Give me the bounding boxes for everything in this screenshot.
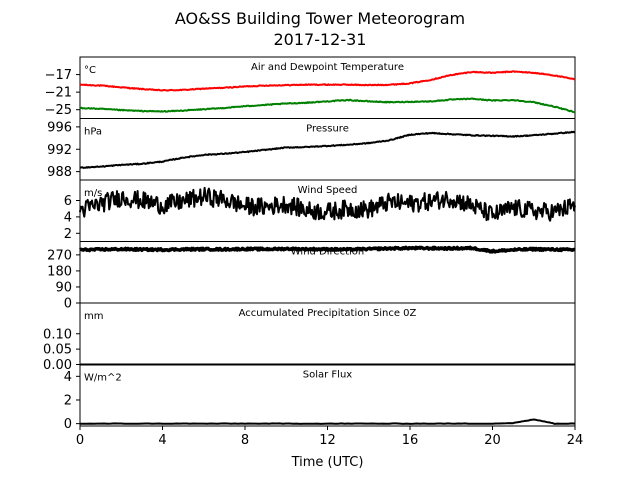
ytick-label: 988 bbox=[47, 165, 72, 180]
series-line-1-0 bbox=[79, 130, 576, 169]
xtick-label: 20 bbox=[484, 433, 501, 448]
panel-unit-label: hPa bbox=[84, 127, 102, 138]
ytick-label: 180 bbox=[47, 264, 72, 279]
ytick-label: 996 bbox=[47, 120, 72, 135]
series-line-3-0 bbox=[79, 245, 576, 254]
panel-title: Accumulated Precipitation Since 0Z bbox=[239, 308, 417, 319]
ytick-label: 2 bbox=[64, 393, 72, 408]
ytick-label: −25 bbox=[45, 103, 72, 118]
figure-title: AO&SS Building Tower Meteorogram bbox=[175, 9, 465, 28]
ytick-label: 4 bbox=[64, 210, 72, 225]
panel-unit-label: m/s bbox=[84, 188, 102, 199]
ytick-label: 0 bbox=[64, 297, 72, 312]
ytick-label: 2 bbox=[64, 227, 72, 242]
ytick-label: 0.10 bbox=[43, 327, 72, 342]
ytick-label: −21 bbox=[45, 86, 72, 101]
x-axis-label: Time (UTC) bbox=[291, 455, 364, 470]
ytick-label: 0.05 bbox=[43, 343, 72, 358]
xtick-label: 0 bbox=[76, 433, 84, 448]
xtick-label: 4 bbox=[158, 433, 166, 448]
panel-unit-label: W/m^2 bbox=[84, 373, 122, 384]
panel-unit-label: mm bbox=[84, 311, 103, 322]
xtick-label: 12 bbox=[319, 433, 336, 448]
ytick-label: 90 bbox=[55, 280, 72, 295]
panel-title: Solar Flux bbox=[303, 370, 353, 381]
series-line-2-0 bbox=[79, 186, 576, 222]
xtick-label: 16 bbox=[402, 433, 419, 448]
ytick-label: 4 bbox=[64, 370, 72, 385]
ytick-label: 992 bbox=[47, 143, 72, 158]
series-line-5-0 bbox=[80, 418, 576, 425]
ytick-label: 0.00 bbox=[43, 358, 72, 373]
ytick-label: −17 bbox=[45, 68, 72, 83]
ytick-label: 0 bbox=[64, 417, 72, 432]
series-line-0-1 bbox=[79, 97, 576, 114]
xtick-label: 8 bbox=[241, 433, 249, 448]
panel-unit-label: °C bbox=[84, 65, 96, 76]
figure-subtitle: 2017-12-31 bbox=[274, 30, 367, 49]
ytick-label: 270 bbox=[47, 248, 72, 263]
ytick-label: 6 bbox=[64, 194, 72, 209]
panel-title: Air and Dewpoint Temperature bbox=[251, 62, 404, 73]
panel-title: Wind Speed bbox=[298, 185, 358, 196]
series-line-0-0 bbox=[79, 70, 576, 92]
panel-title: Pressure bbox=[306, 124, 349, 135]
xtick-label: 24 bbox=[567, 433, 584, 448]
panel-title: Wind Direction bbox=[291, 247, 365, 258]
